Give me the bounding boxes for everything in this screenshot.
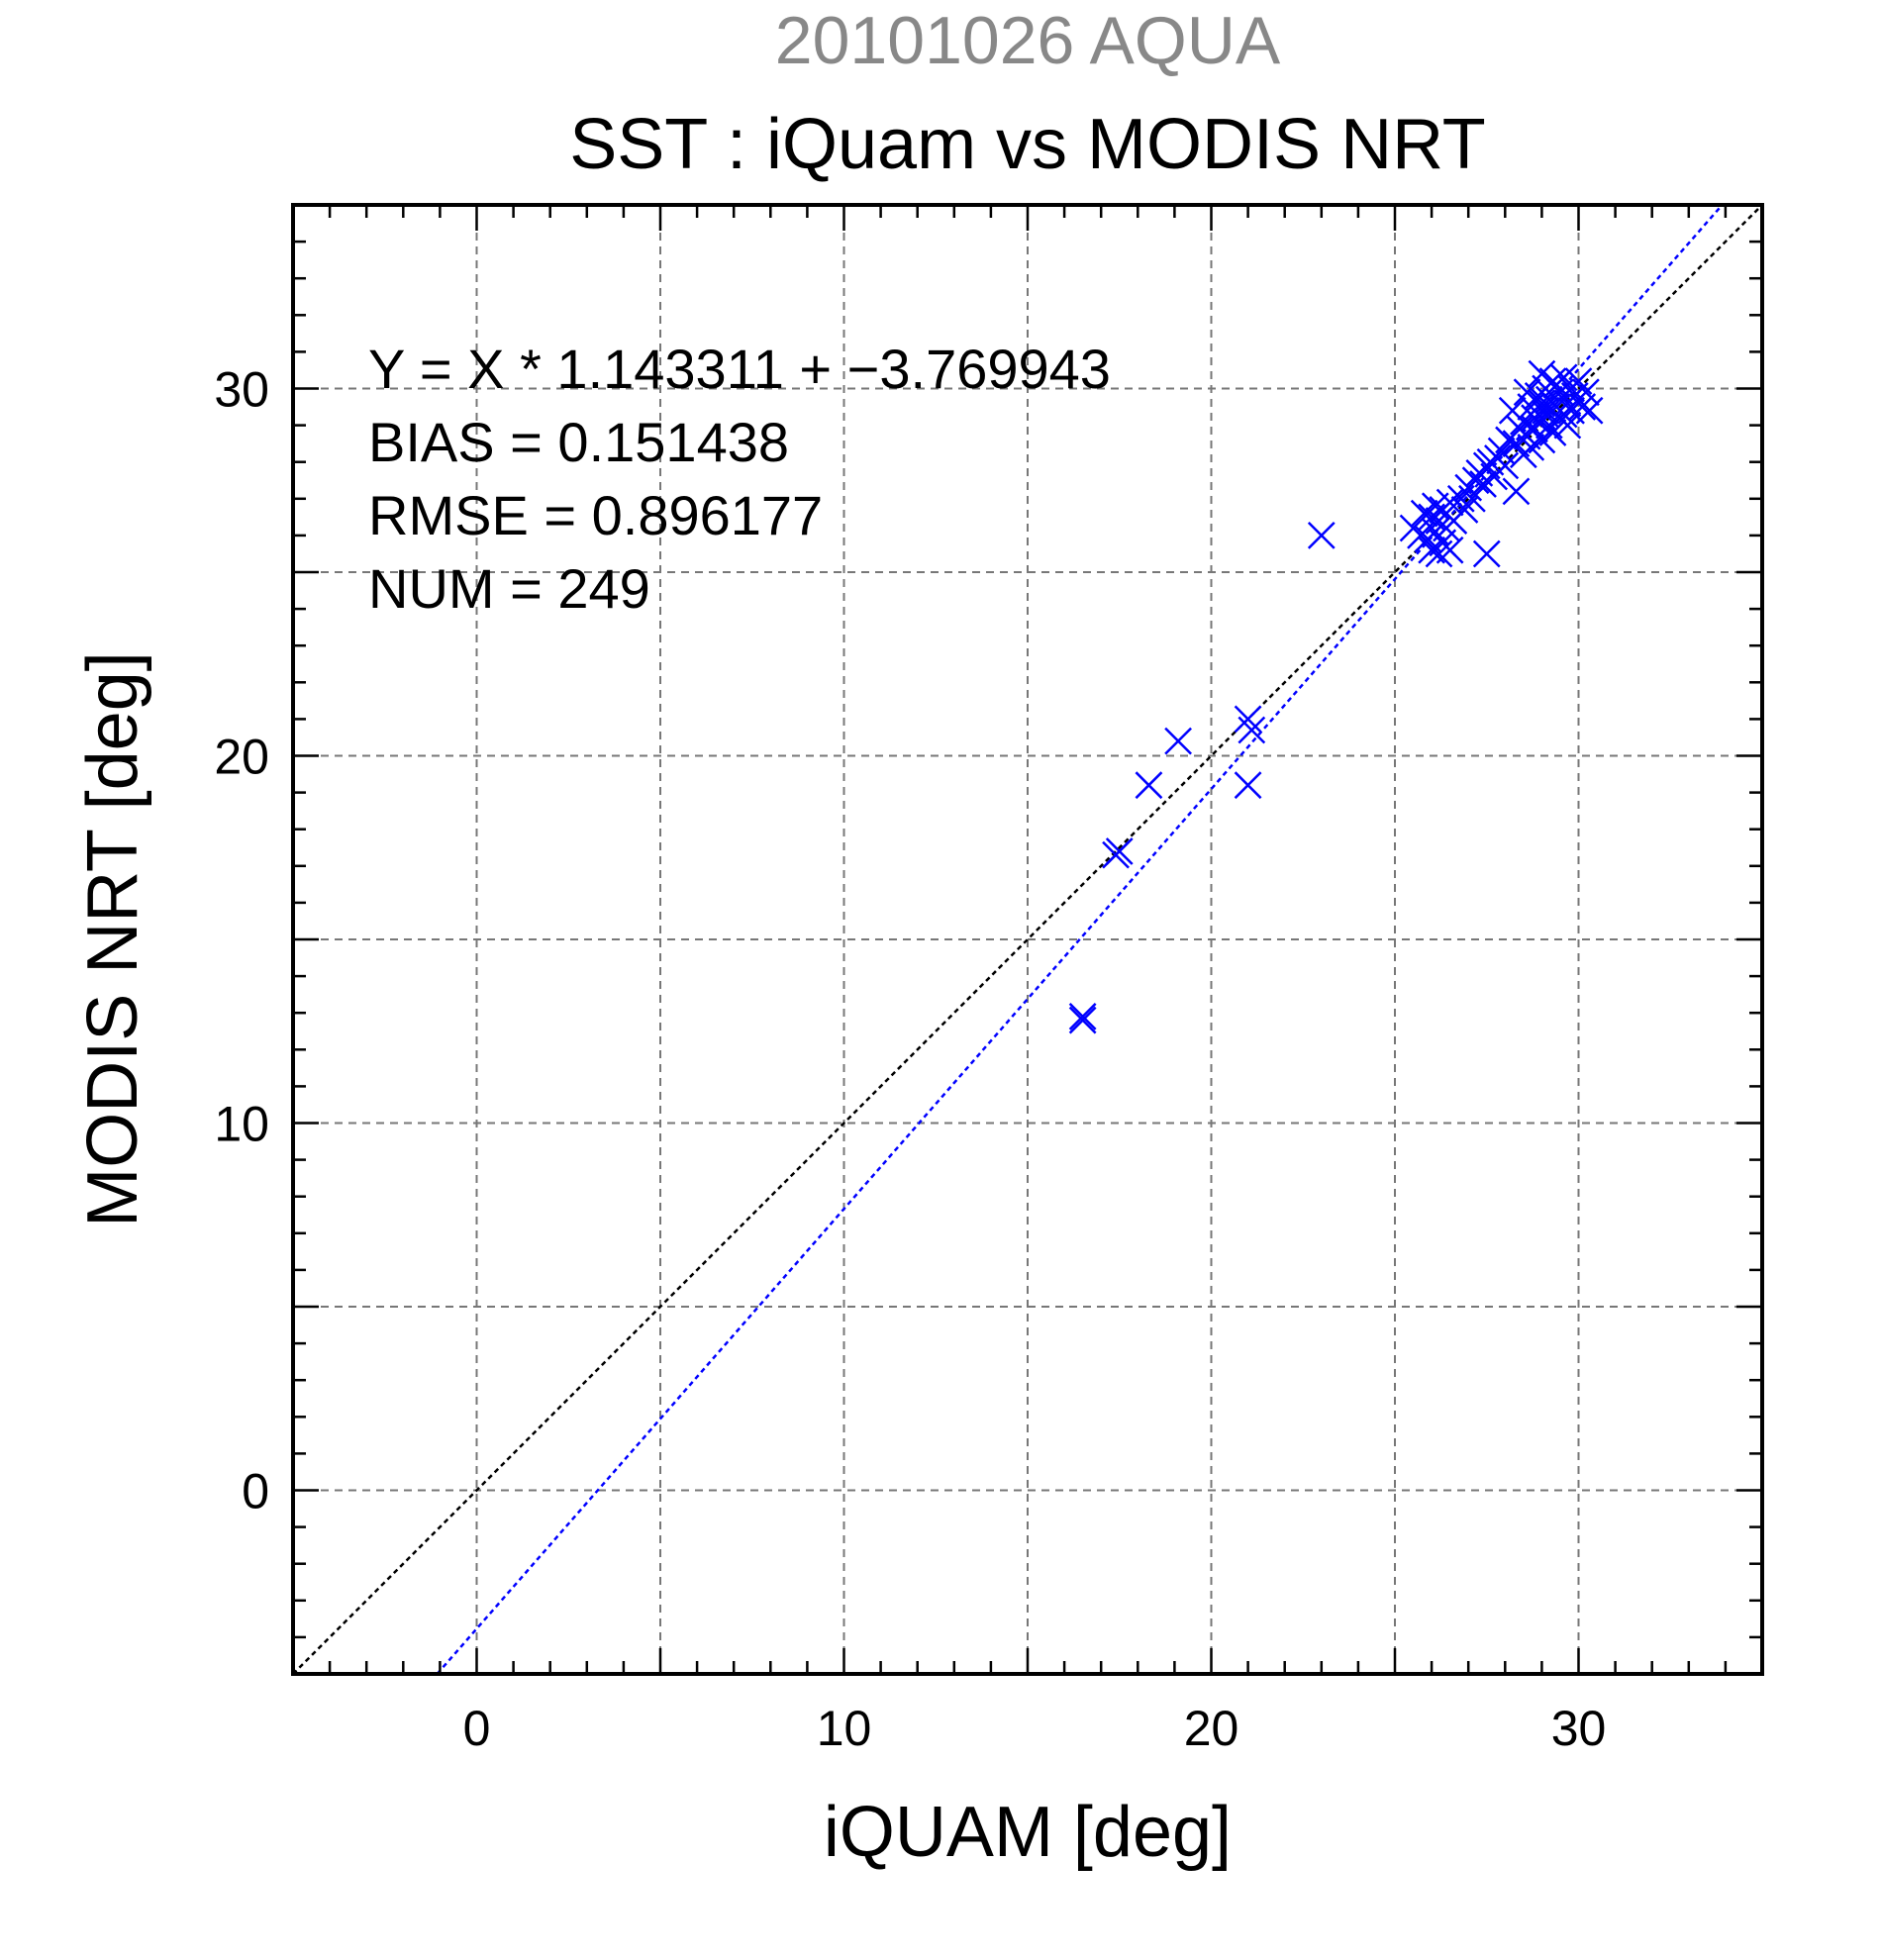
x-tick-label: 20 (1184, 1701, 1239, 1756)
y-tick-label: 30 (214, 362, 269, 418)
x-axis-label: iQUAM [deg] (824, 1793, 1232, 1872)
bias-value: BIAS = 0.151438 (368, 411, 789, 473)
regression-equation: Y = X * 1.143311 + −3.769943 (368, 338, 1111, 400)
data-point (1068, 1006, 1097, 1034)
data-point (1234, 771, 1262, 800)
data-point (1068, 1003, 1097, 1030)
axis-ticks (291, 203, 1764, 1676)
y-tick-label: 20 (214, 730, 269, 785)
x-tick-label: 0 (463, 1701, 491, 1756)
data-point (1436, 536, 1464, 564)
data-points (1068, 359, 1604, 1034)
stats-annotation: Y = X * 1.143311 + −3.769943 BIAS = 0.15… (368, 338, 1111, 620)
chart-supertitle: 20101026 AQUA (775, 3, 1281, 78)
data-point (1425, 539, 1453, 568)
plot-frame (291, 203, 1764, 1676)
data-point (1135, 771, 1163, 800)
y-axis-label: MODIS NRT [deg] (73, 651, 152, 1227)
count-value: NUM = 249 (368, 557, 650, 620)
data-point (1307, 522, 1336, 549)
data-point (1538, 419, 1567, 446)
data-point (1549, 400, 1578, 429)
data-point (1458, 484, 1486, 513)
data-point (1572, 378, 1600, 407)
data-point (1491, 451, 1520, 480)
x-tick-labels: 0 10 20 30 (463, 1701, 1607, 1756)
data-point (1502, 477, 1531, 506)
chart-title: SST : iQuam vs MODIS NRT (569, 105, 1486, 184)
data-point (1513, 378, 1541, 407)
data-point (1472, 539, 1501, 568)
data-point (1461, 466, 1490, 495)
data-point (1164, 727, 1192, 755)
y-tick-labels: 0 10 20 30 (214, 362, 269, 1519)
y-tick-label: 10 (214, 1097, 269, 1152)
x-tick-label: 30 (1551, 1701, 1607, 1756)
grid-layer (293, 205, 1762, 1674)
y-tick-label: 0 (242, 1464, 269, 1519)
data-point (1105, 837, 1134, 865)
rmse-value: RMSE = 0.896177 (368, 484, 823, 546)
data-point (1238, 716, 1266, 744)
data-point (1575, 396, 1604, 425)
x-tick-label: 10 (817, 1701, 872, 1756)
data-point (1234, 705, 1262, 734)
